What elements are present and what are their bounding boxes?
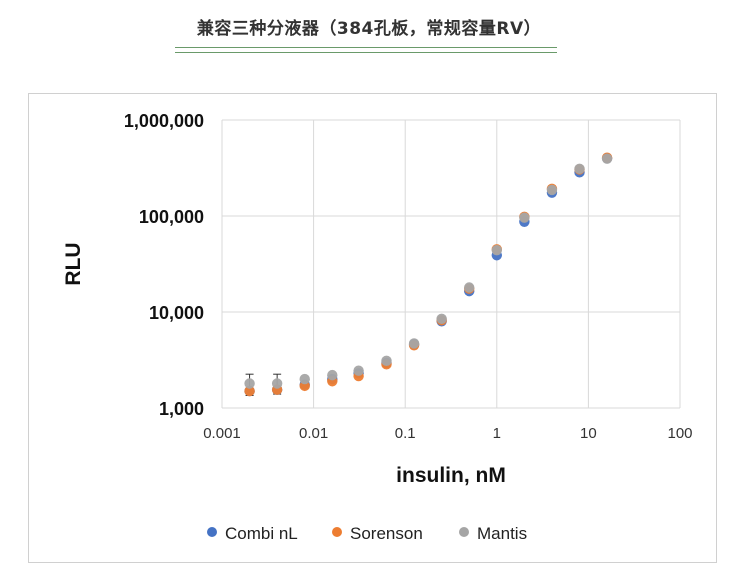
legend-marker [459,527,469,537]
legend-label: Sorenson [350,524,423,543]
data-point-mantis [601,153,613,164]
tick-labels: 0.001 0.01 0.1 1 10 100 1,000 10,000 100,000 1,00… [124,111,693,442]
x-axis-title: insulin, nM [396,464,506,487]
chart-frame [28,93,717,563]
data-point-sorenson [244,385,255,397]
legend-marker [332,527,342,537]
data-point-mantis [574,163,585,175]
x-tick-label: 1 [493,425,501,442]
data-point-mantis [546,184,558,196]
data-point-mantis [519,212,530,223]
data-point-mantis [299,373,310,385]
page-title: 兼容三种分液器（384孔板，常规容量RV） [196,19,542,39]
x-tick-label: 10 [580,425,597,442]
x-tick-label: 0.001 [203,425,241,442]
legend-label: Combi nL [225,524,298,543]
x-tick-label: 0.01 [299,425,328,442]
legend-marker [207,527,217,537]
data-point-mantis [381,355,392,367]
data-point-mantis [327,369,338,381]
y-tick-label: 100,000 [139,207,204,227]
y-axis-title: RLU [62,242,85,285]
title-underline [175,47,557,48]
data-points [244,152,613,397]
grid-lines [221,119,681,409]
axis-titles: insulin, nM RLU [62,242,506,487]
data-point-mantis [353,365,364,376]
data-point-mantis [271,378,283,389]
data-point-mantis [408,338,420,349]
data-point-mantis [491,245,502,256]
y-tick-label: 1,000,000 [124,111,204,131]
x-tick-label: 100 [667,425,692,442]
data-point-mantis [464,282,475,293]
y-tick-label: 10,000 [149,303,204,323]
title-underline-secondary [175,52,557,53]
y-tick-label: 1,000 [159,399,204,419]
x-tick-label: 0.1 [395,425,416,442]
legend-label: Mantis [477,524,527,543]
legend: Combi nL Sorenson Mantis [207,524,527,543]
data-point-mantis [244,378,255,389]
data-point-mantis [436,313,447,324]
